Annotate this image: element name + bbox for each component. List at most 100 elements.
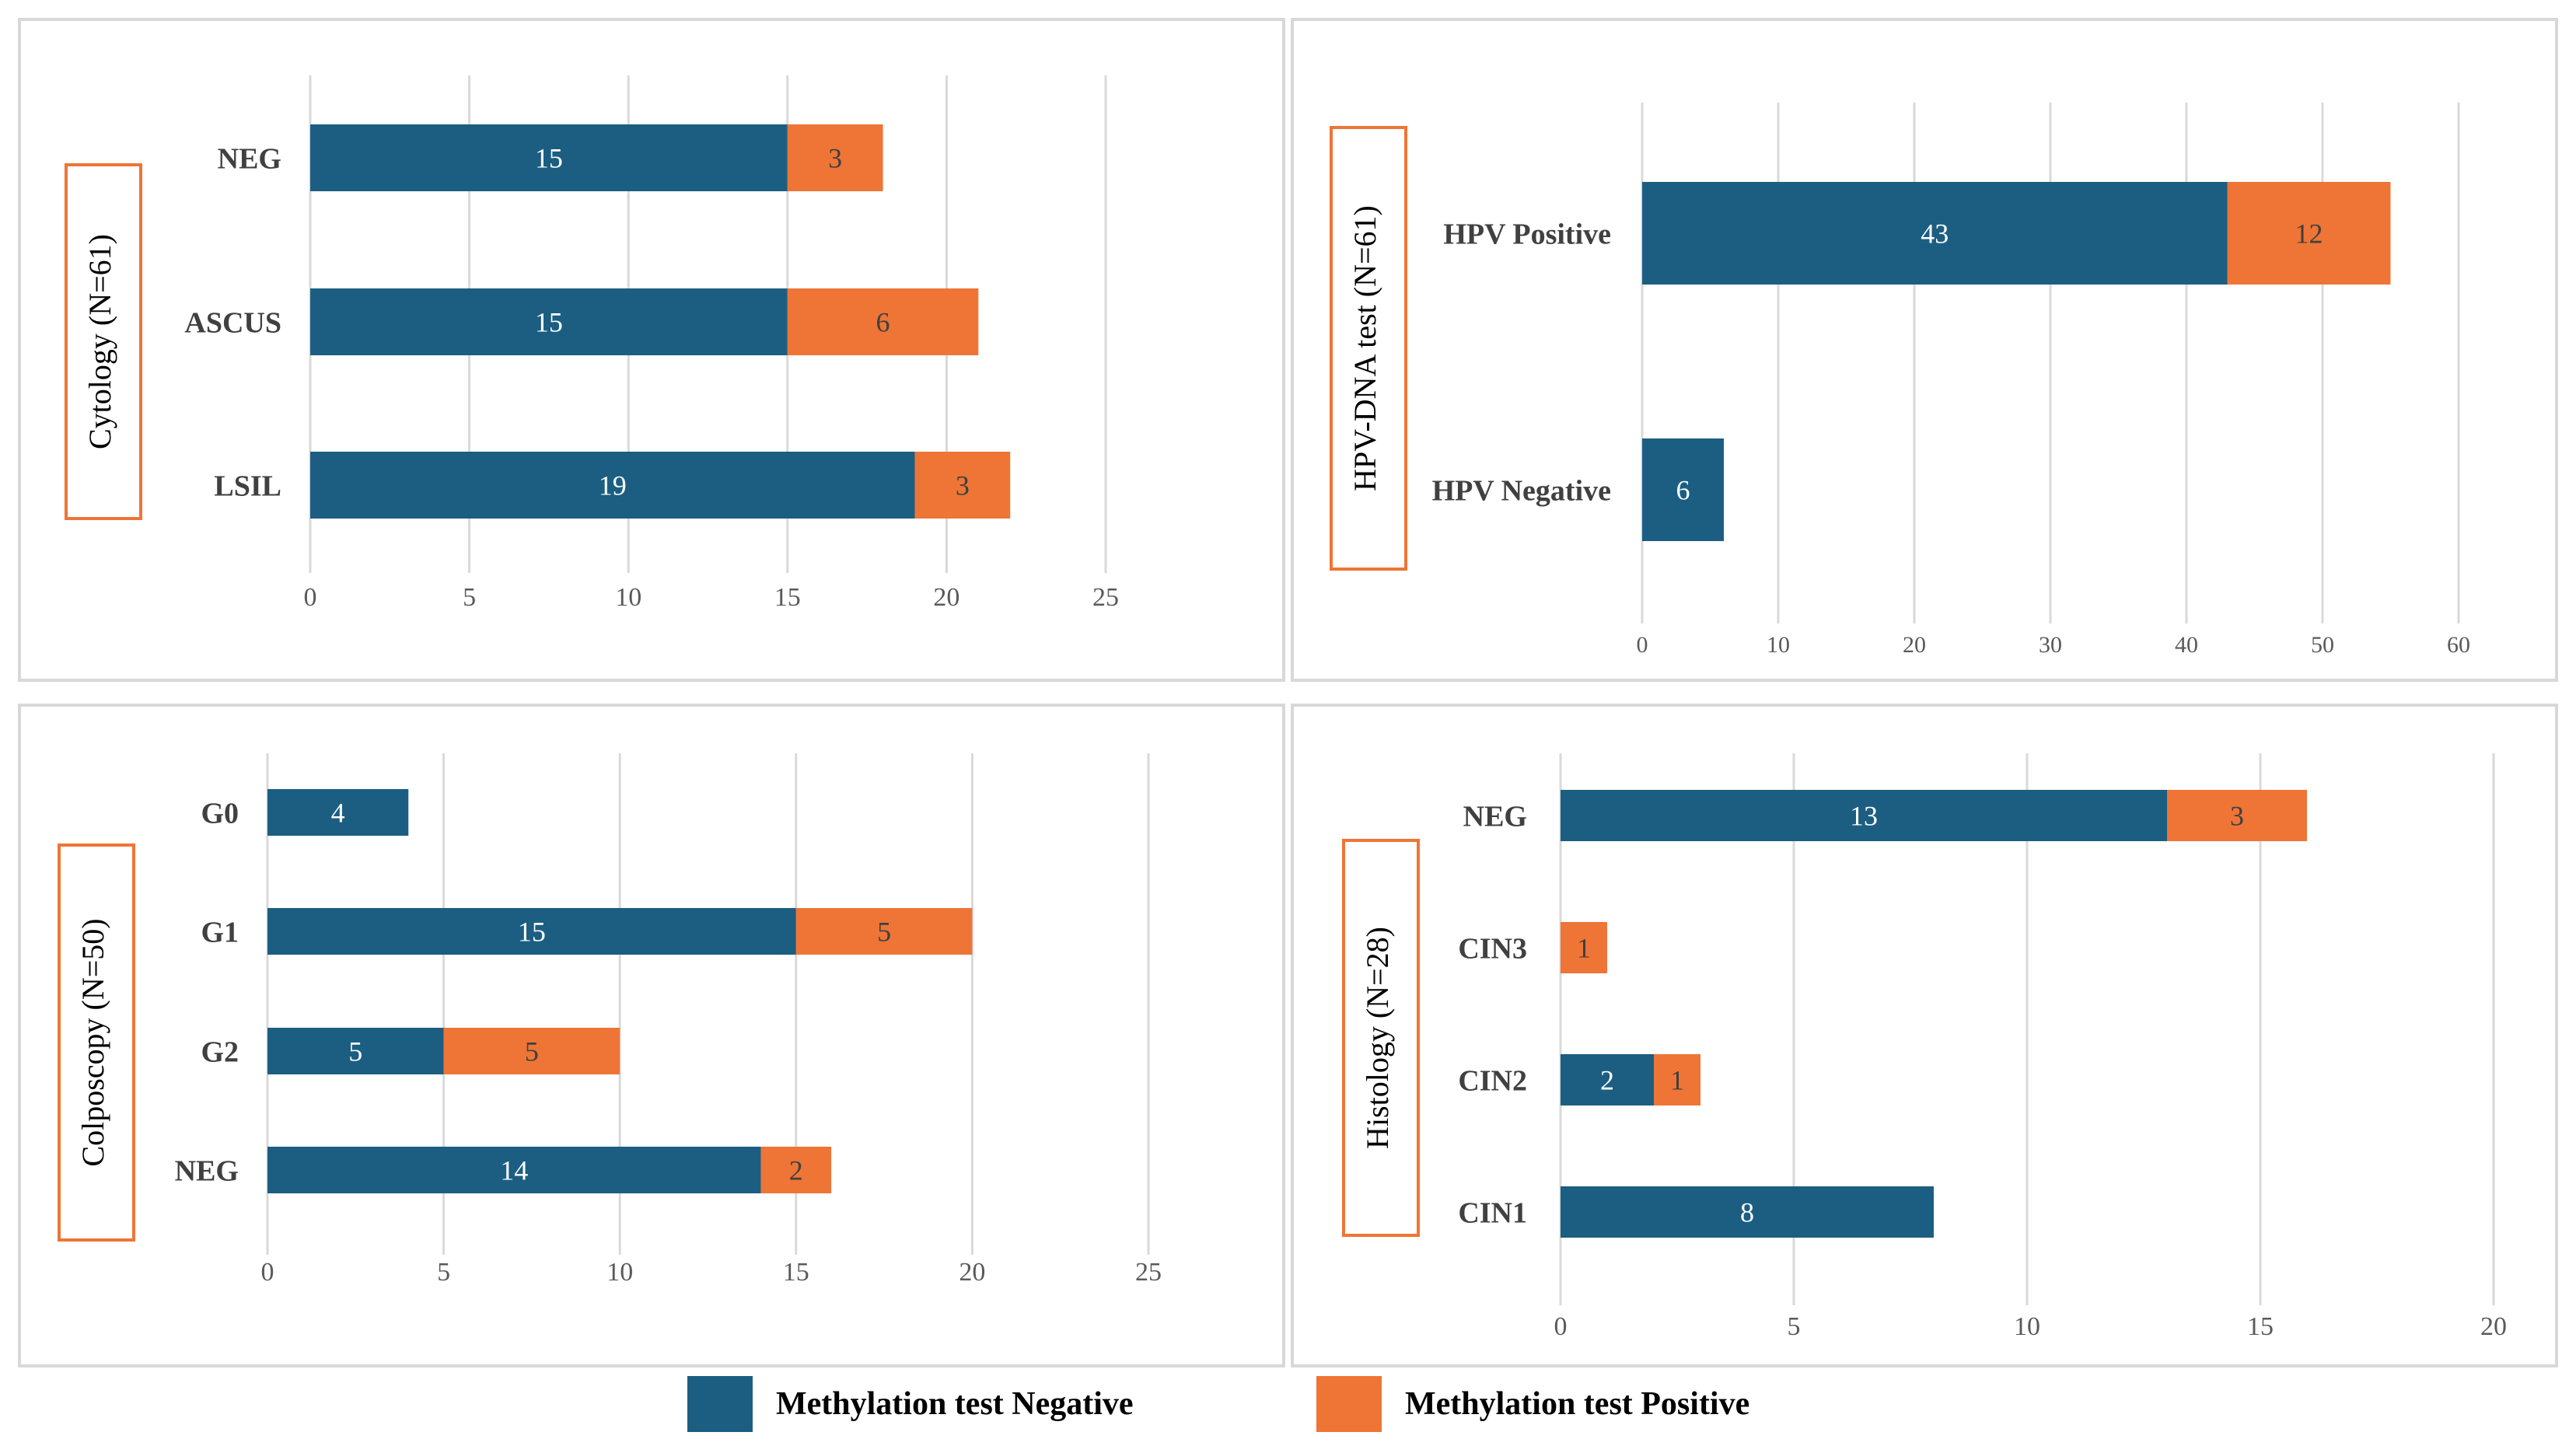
data-label-negative: 14	[500, 1155, 528, 1186]
x-tick-label: 25	[1135, 1258, 1162, 1287]
x-tick-label: 15	[783, 1258, 809, 1287]
data-label-positive: 12	[2295, 218, 2323, 250]
data-label-negative: 8	[1740, 1197, 1754, 1228]
x-tick-label: 0	[1554, 1312, 1568, 1341]
bar-positive	[795, 908, 973, 955]
chart-svg-histology: 0 5 10 15 20 13 3 NEG 1 CIN3 2 1 CIN2 8 CIN1 Histology …	[1342, 753, 2507, 1341]
x-tick-label: 60	[2447, 632, 2470, 658]
x-tick-label: 5	[1788, 1312, 1801, 1341]
legend-swatch-positive	[1316, 1376, 1382, 1432]
bar-positive	[1654, 1054, 1700, 1105]
bar-negative	[1561, 1186, 1934, 1238]
bar-positive	[1561, 922, 1607, 973]
bar-negative	[1642, 438, 1724, 541]
legend-swatch-negative	[687, 1376, 753, 1432]
data-label-positive: 3	[2230, 801, 2244, 832]
chart-title: Histology (N=28)	[1360, 927, 1395, 1149]
legend-item-negative: Methylation test Negative	[687, 1376, 1134, 1432]
bar-negative	[267, 908, 796, 955]
data-label-negative: 15	[535, 307, 563, 338]
category-label: CIN1	[1458, 1196, 1527, 1229]
chart-title-box	[65, 163, 142, 520]
data-label-negative: 15	[518, 917, 546, 948]
data-label-negative: 13	[1850, 801, 1878, 832]
legend-label-negative: Methylation test Negative	[776, 1386, 1134, 1422]
bar-positive	[787, 124, 883, 191]
x-tick-label: 50	[2311, 632, 2334, 658]
x-tick-label: 15	[2247, 1312, 2274, 1341]
x-tick-label: 20	[1903, 632, 1926, 658]
bar-negative	[267, 789, 409, 836]
data-label-negative: 4	[331, 798, 345, 829]
chart-panel-histology: 0 5 10 15 20 13 3 NEG 1 CIN3 2 1 CIN2 8 CIN1 Histology …	[1291, 704, 2558, 1367]
bar-positive	[760, 1147, 832, 1193]
x-tick-label: 5	[463, 583, 476, 612]
data-label-positive: 5	[525, 1036, 539, 1067]
x-tick-label: 40	[2175, 632, 2198, 658]
chart-title: HPV-DNA test (N=61)	[1347, 205, 1382, 491]
x-tick-label: 10	[615, 583, 641, 612]
bar-negative	[310, 124, 788, 191]
bar-negative	[310, 288, 788, 355]
chart-title-box	[1330, 126, 1407, 571]
chart-title-box	[1342, 839, 1420, 1237]
category-label: ASCUS	[184, 306, 281, 339]
data-label-positive: 3	[828, 143, 842, 174]
bar-negative	[1561, 790, 2167, 841]
bar-positive	[443, 1028, 620, 1074]
data-label-negative: 5	[348, 1036, 362, 1067]
chart-title: Cytology (N=61)	[82, 234, 117, 449]
chart-svg-cytology: 0 5 10 15 20 25 15 3 NEG 15 6 ASCUS 19 3 LSIL Cytology …	[65, 75, 1119, 612]
data-label-positive: 1	[1670, 1065, 1684, 1096]
chart-panel-colposcopy: 0 5 10 15 20 25 4 G0 15 5 G1 5 5 G2 14 2 NEG Colposcopy (…	[18, 704, 1285, 1367]
data-label-positive: 1	[1577, 933, 1591, 964]
x-tick-label: 10	[1767, 632, 1790, 658]
x-tick-label: 25	[1092, 583, 1119, 612]
bar-negative	[310, 452, 915, 519]
chart-svg-hpv-dna: 0 10 20 30 40 50 60 43 12 HPV Positive 6 HPV Negati…	[1330, 103, 2470, 658]
data-label-positive: 5	[877, 917, 891, 948]
category-label: G1	[201, 916, 239, 948]
category-label: CIN3	[1458, 932, 1527, 965]
chart-legend: Methylation test Negative Methylation te…	[0, 1368, 2576, 1453]
chart-title-box	[58, 844, 135, 1242]
category-label: HPV Negative	[1432, 474, 1611, 507]
x-tick-label: 20	[933, 583, 959, 612]
chart-panel-hpv-dna: 0 10 20 30 40 50 60 43 12 HPV Positive 6 HPV Negati…	[1291, 18, 2558, 682]
chart-svg-colposcopy: 0 5 10 15 20 25 4 G0 15 5 G1 5 5 G2 14 2 NEG Colposcopy (…	[58, 753, 1162, 1287]
x-tick-label: 30	[2039, 632, 2062, 658]
data-label-negative: 15	[535, 143, 563, 174]
chart-title: Colposcopy (N=50)	[75, 918, 110, 1166]
category-label: HPV Positive	[1443, 218, 1611, 250]
legend-label-positive: Methylation test Positive	[1405, 1386, 1750, 1422]
bar-negative	[1642, 182, 2228, 285]
x-tick-label: 0	[1637, 632, 1648, 658]
category-label: NEG	[1463, 800, 1527, 833]
x-tick-label: 5	[437, 1258, 450, 1287]
x-tick-label: 10	[2014, 1312, 2040, 1341]
data-label-negative: 2	[1600, 1065, 1614, 1096]
category-label: CIN2	[1458, 1064, 1527, 1097]
x-tick-label: 0	[304, 583, 317, 612]
data-label-negative: 6	[1676, 475, 1690, 506]
x-tick-label: 0	[261, 1258, 274, 1287]
category-label: G2	[201, 1036, 239, 1068]
bar-negative	[267, 1028, 444, 1074]
data-label-positive: 6	[876, 307, 890, 338]
legend-item-positive: Methylation test Positive	[1316, 1376, 1749, 1432]
data-label-positive: 2	[789, 1155, 803, 1186]
data-label-negative: 19	[599, 470, 627, 501]
bar-negative	[267, 1147, 761, 1193]
data-label-negative: 43	[1921, 218, 1949, 250]
bar-negative	[1561, 1054, 1654, 1105]
category-label: NEG	[218, 142, 281, 175]
bar-positive	[2227, 182, 2391, 285]
category-label: G0	[201, 797, 239, 830]
x-tick-label: 20	[2480, 1312, 2507, 1341]
data-label-positive: 3	[956, 470, 970, 501]
x-tick-label: 20	[959, 1258, 985, 1287]
x-tick-label: 10	[606, 1258, 633, 1287]
category-label: LSIL	[214, 470, 281, 502]
bar-positive	[2167, 790, 2307, 841]
chart-panel-cytology: 0 5 10 15 20 25 15 3 NEG 15 6 ASCUS 19 3 LSIL Cytology …	[18, 18, 1285, 682]
